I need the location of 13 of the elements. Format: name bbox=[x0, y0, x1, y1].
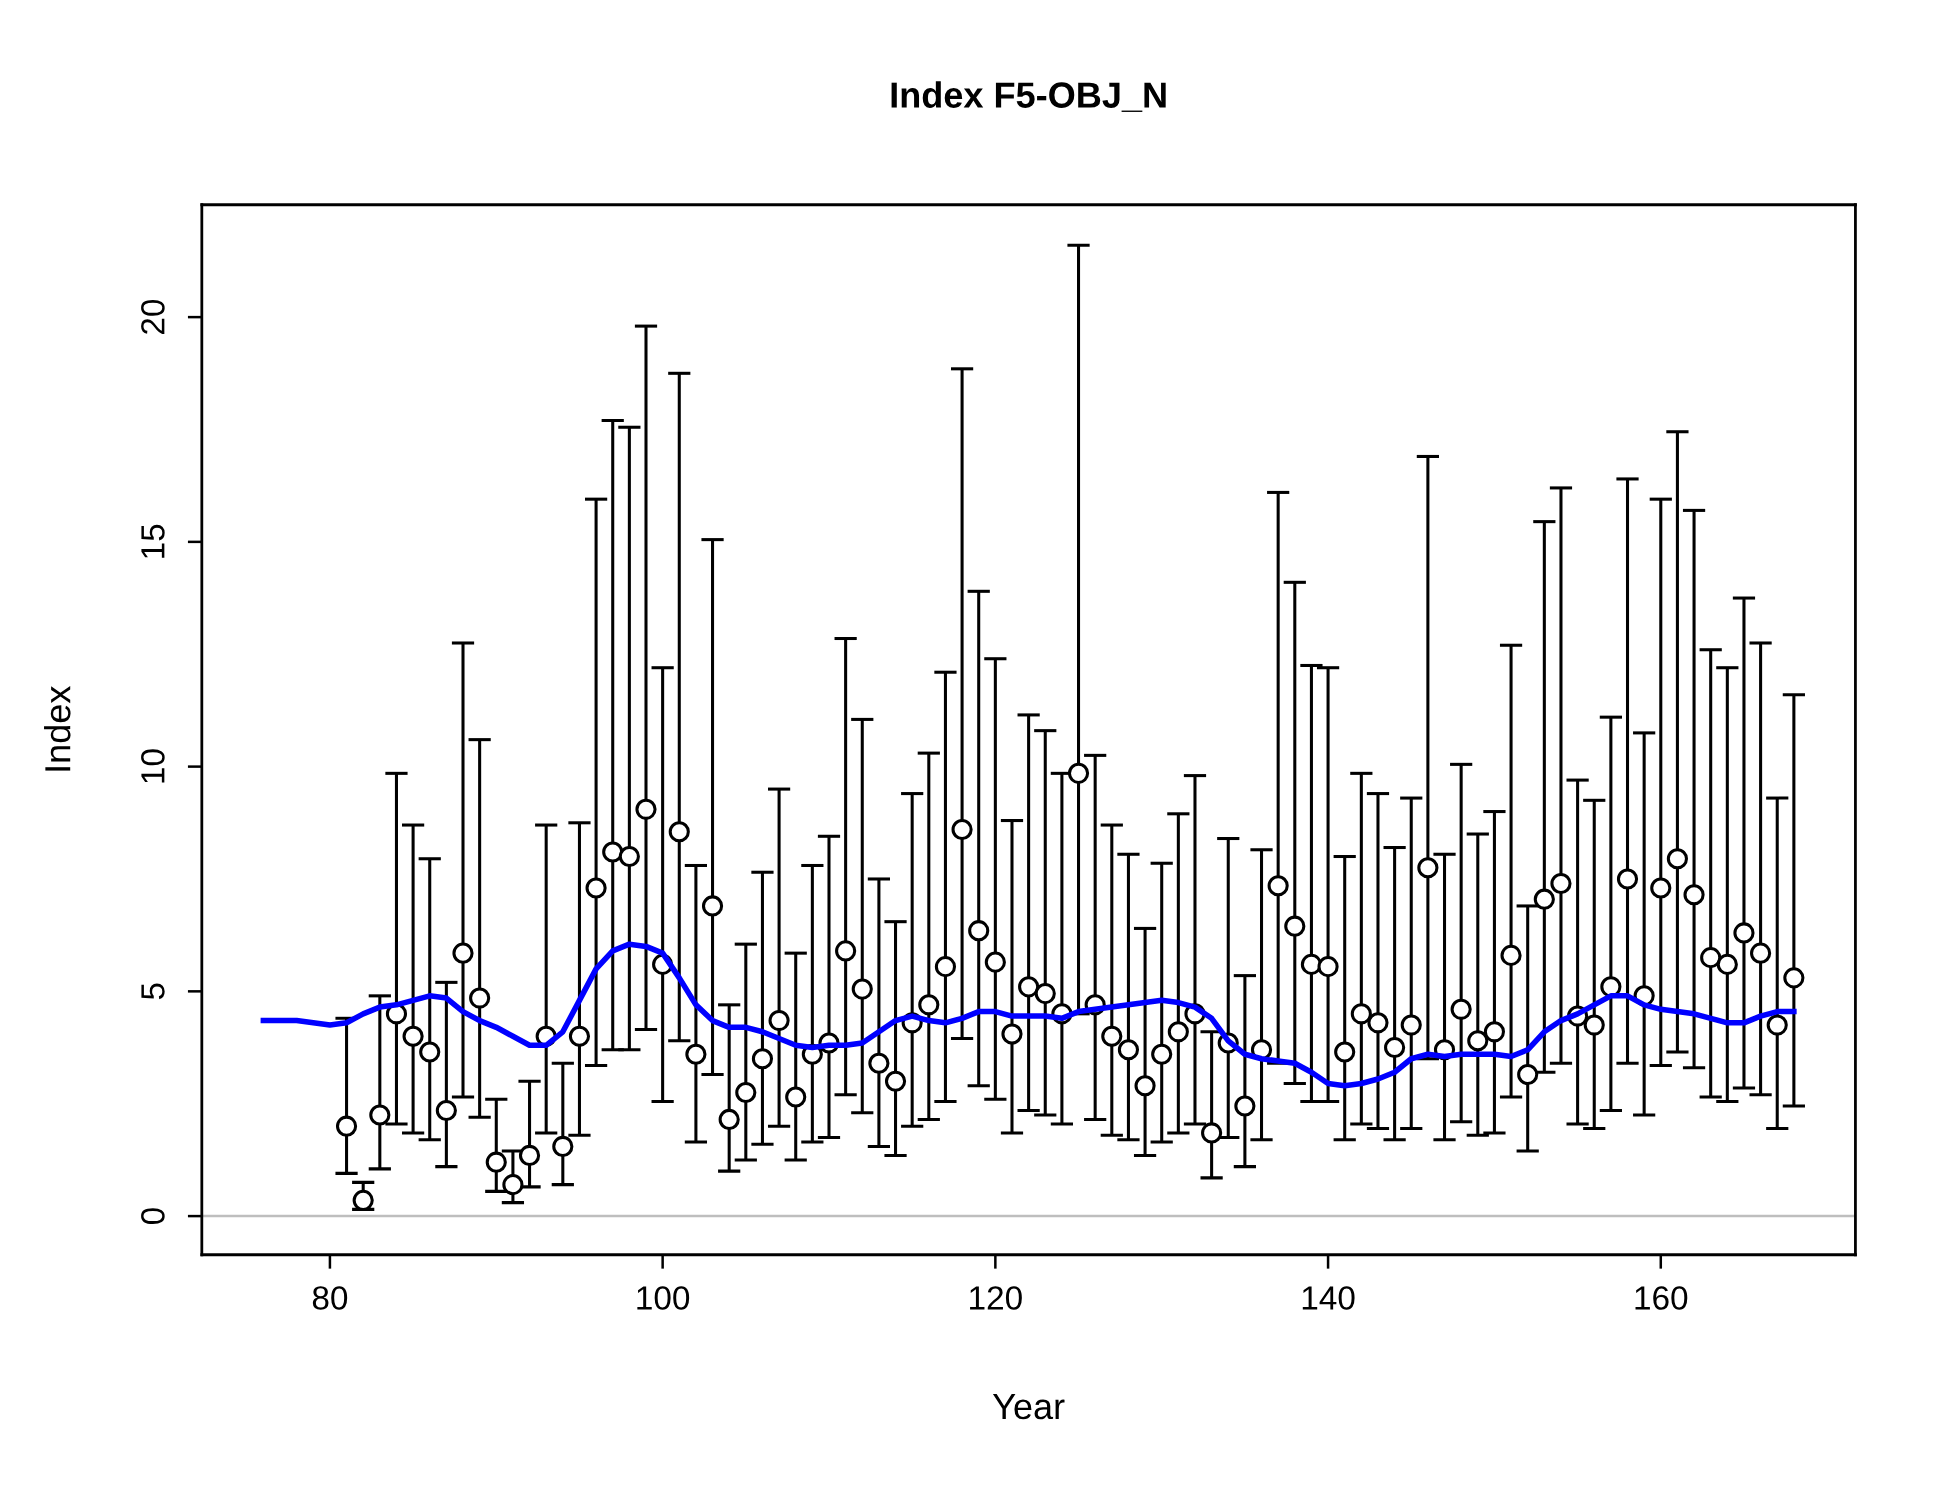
x-tick-label: 160 bbox=[1635, 1286, 1688, 1310]
y-tick-label: 10 bbox=[141, 749, 165, 783]
x-tick-label: 140 bbox=[1302, 1286, 1355, 1310]
x-axis-title: Year bbox=[992, 1394, 1065, 1420]
x-tick-label: 80 bbox=[312, 1286, 348, 1310]
x-tick-label: 100 bbox=[637, 1286, 690, 1310]
chart-title: Index F5-OBJ_N bbox=[891, 81, 1166, 112]
y-axis-title: Index bbox=[44, 685, 71, 771]
y-tick-label: 5 bbox=[141, 983, 165, 1000]
y-tick-label: 0 bbox=[141, 1208, 165, 1225]
y-tick-label: 15 bbox=[141, 524, 165, 558]
y-tick-label: 20 bbox=[141, 299, 165, 334]
x-tick-label: 120 bbox=[970, 1286, 1022, 1310]
